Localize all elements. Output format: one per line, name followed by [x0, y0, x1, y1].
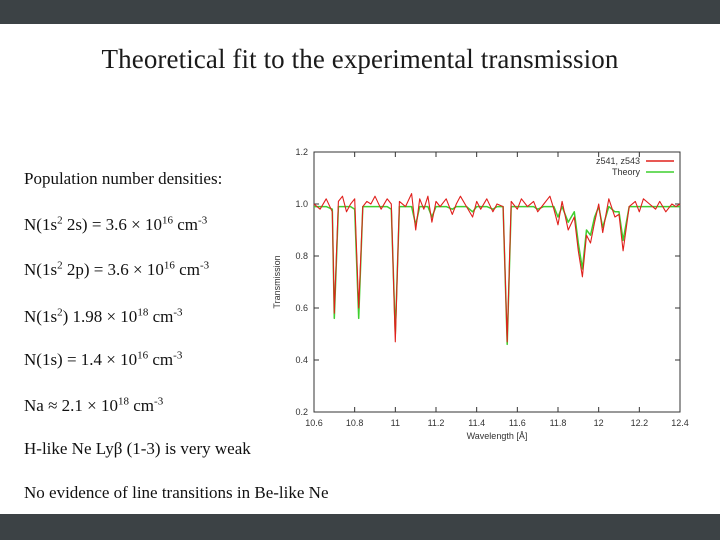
- legend-label-theory: Theory: [612, 167, 641, 177]
- superscript: 2: [57, 306, 63, 319]
- text-part: cm: [129, 396, 155, 415]
- x-tick-label: 12.4: [671, 418, 689, 428]
- superscript: -3: [198, 214, 208, 227]
- plot-frame: [313, 151, 681, 413]
- text-part: cm: [148, 307, 174, 326]
- text-part: 2p) = 3.6 × 10: [62, 260, 164, 279]
- bullet-n-1s2-2s: N(1s2 2s) = 3.6 × 1016 cm-3: [24, 214, 208, 234]
- superscript: 16: [137, 349, 149, 362]
- text-part: 2s) = 3.6 × 10: [62, 215, 163, 234]
- x-axis-label: Wavelength [Å]: [467, 431, 528, 441]
- x-tick-label: 11.2: [428, 418, 445, 428]
- y-tick-label: 0.2: [295, 407, 308, 417]
- y-tick-label: 0.4: [295, 355, 308, 365]
- text-part: cm: [173, 215, 199, 234]
- bullet-n-1s2-2p: N(1s2 2p) = 3.6 × 1016 cm-3: [24, 259, 210, 279]
- x-tick-label: 12: [594, 418, 604, 428]
- text-part: cm: [148, 350, 174, 369]
- top-bar: [0, 0, 720, 24]
- bullet-n-1s2: N(1s2) 1.98 × 1018 cm-3: [24, 306, 183, 326]
- superscript: 2: [57, 214, 63, 227]
- x-tick-label: 10.6: [305, 418, 323, 428]
- text-part: N(1s) = 1.4 × 10: [24, 350, 138, 369]
- bottom-bar: [0, 514, 720, 540]
- superscript: 2: [57, 259, 63, 272]
- y-tick-label: 0.6: [295, 303, 308, 313]
- x-tick-label: 11.4: [468, 418, 485, 428]
- slide-title: Theoretical fit to the experimental tran…: [101, 44, 619, 74]
- superscript: -3: [199, 259, 210, 272]
- chart-svg: 0.2 0.4 0.6 0.8 1.0 1.2 10.6 10.8 11 11.2 11.4 11.6…: [272, 147, 689, 441]
- bullet-lyb-weak: H-like Ne Lyβ (1-3) is very weak: [24, 439, 251, 458]
- superscript: 16: [162, 214, 174, 227]
- series-line-experiment: [313, 193, 681, 343]
- superscript: -3: [173, 349, 183, 362]
- y-tick-label: 1.0: [295, 199, 308, 209]
- x-tick-label: 10.8: [346, 418, 364, 428]
- text-part: Na ≈ 2.1 × 10: [24, 396, 118, 415]
- text-part: N(1s: [24, 307, 58, 326]
- text-part: cm: [174, 260, 200, 279]
- y-tick-label: 0.8: [295, 251, 308, 261]
- x-tick-label: 11.6: [509, 418, 526, 428]
- superscript: 16: [163, 259, 175, 272]
- x-tick-label: 11: [391, 418, 400, 428]
- text-part: N(1s: [24, 260, 58, 279]
- transmission-chart: 0.2 0.4 0.6 0.8 1.0 1.2 10.6 10.8 11 11.2 11.4 11.6…: [266, 140, 706, 450]
- superscript: -3: [154, 395, 164, 408]
- superscript: 18: [118, 395, 129, 408]
- text-part: ) 1.98 × 10: [62, 307, 138, 326]
- y-axis-label: Transmission: [272, 255, 282, 308]
- bullet-n-1s: N(1s) = 1.4 × 1016 cm-3: [24, 349, 183, 369]
- x-tick-label: 11.8: [550, 418, 567, 428]
- bullet-population-heading: Population number densities:: [24, 169, 223, 188]
- series-line-theory: [314, 205, 680, 346]
- bullet-no-be-like: No evidence of line transitions in Be-li…: [24, 483, 329, 502]
- text-part: N(1s: [24, 215, 58, 234]
- bullet-na: Na ≈ 2.1 × 1018 cm-3: [24, 395, 164, 415]
- legend-label-experiment: z541, z543: [596, 156, 640, 166]
- y-tick-label: 1.2: [295, 147, 308, 157]
- superscript: 18: [137, 306, 149, 319]
- superscript: -3: [173, 306, 183, 319]
- x-tick-label: 12.2: [631, 418, 649, 428]
